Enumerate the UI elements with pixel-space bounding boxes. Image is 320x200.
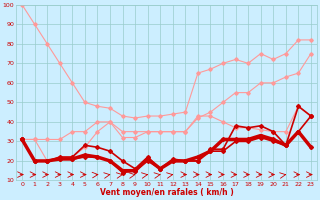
X-axis label: Vent moyen/en rafales ( km/h ): Vent moyen/en rafales ( km/h ) <box>100 188 233 197</box>
